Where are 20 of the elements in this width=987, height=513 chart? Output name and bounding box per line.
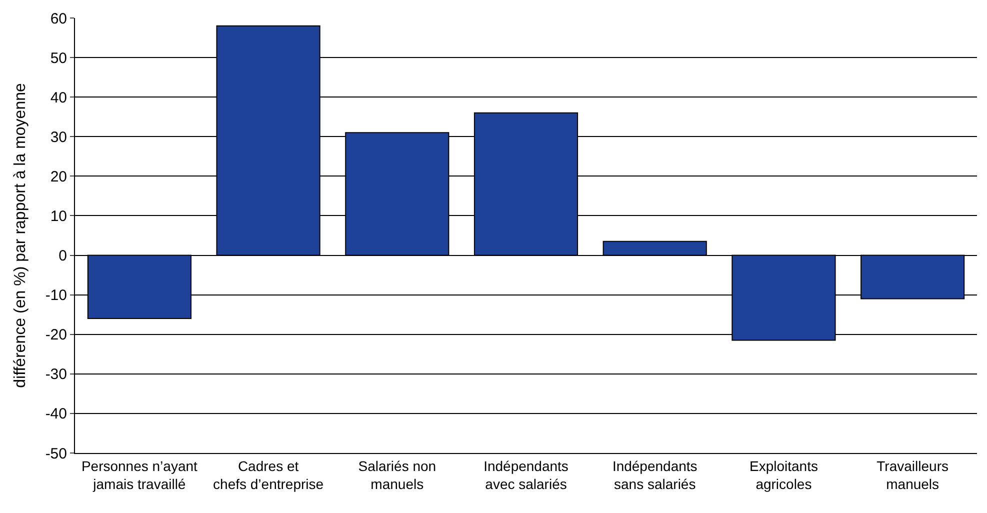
y-tick-label: 30: [50, 128, 67, 146]
y-tick-label: 40: [50, 89, 67, 106]
y-tick-label: -50: [45, 445, 67, 462]
x-tick-label: Indépendants sans salariés: [612, 458, 698, 492]
x-tick-label: Exploitants agricoles: [749, 458, 818, 492]
y-tick-label: 60: [50, 10, 67, 28]
y-tick-label: -40: [45, 406, 67, 423]
y-tick-label: 50: [50, 50, 67, 67]
x-tick-label: Salariés non manuels: [358, 458, 436, 492]
y-axis-title: différence (en %) par rapport à la moyenne: [12, 83, 30, 388]
y-tick-label: -30: [45, 366, 67, 384]
x-tick-label: Cadres et chefs d’entreprise: [213, 458, 324, 492]
y-tick-label: -20: [45, 326, 67, 344]
y-tick-label: 0: [58, 248, 67, 265]
x-tick-label: Indépendants avec salariés: [484, 458, 568, 492]
x-tick-label: Travailleurs manuels: [876, 458, 948, 492]
y-tick-label: 20: [50, 168, 67, 186]
y-tick-label: 10: [50, 208, 67, 225]
x-tick-label: Personnes n’ayant jamais travaillé: [81, 458, 198, 492]
y-tick-label: -10: [45, 287, 67, 304]
